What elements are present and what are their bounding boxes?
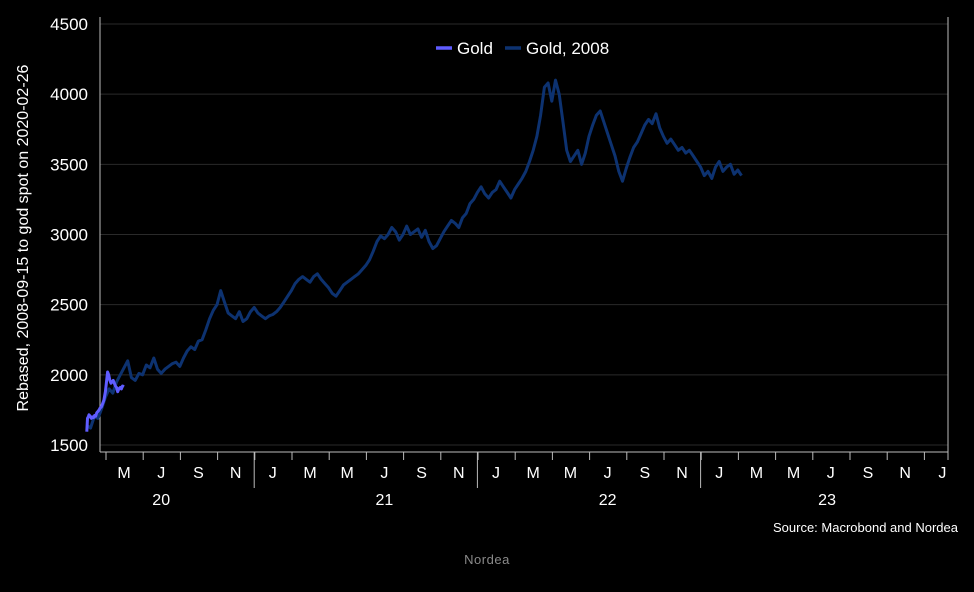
x-tick-label: S [863, 465, 874, 482]
x-tick-label: S [193, 465, 204, 482]
x-year-label: 22 [599, 492, 617, 509]
y-tick-label: 1500 [50, 436, 88, 455]
x-tick-label: M [341, 465, 354, 482]
y-axis-label: Rebased, 2008-09-15 to god spot on 2020-… [15, 64, 32, 411]
x-tick-label: J [492, 465, 500, 482]
y-tick-label: 3000 [50, 226, 88, 245]
x-tick-label: M [564, 465, 577, 482]
x-year-label: 23 [818, 492, 836, 509]
series-layer [85, 78, 743, 432]
x-tick-label: J [938, 465, 946, 482]
x-tick-label: J [380, 465, 388, 482]
legend-label: Gold, 2008 [526, 39, 609, 58]
x-tick-label: M [303, 465, 316, 482]
y-tick-label: 3500 [50, 155, 88, 174]
series-line-gold-2008 [85, 78, 743, 430]
legend: Gold Gold, 2008 [436, 39, 609, 58]
chart: 1500 2000 2500 3000 3500 4000 4500 M J S N J M M J S N J M… [15, 15, 949, 509]
x-tick-label: S [416, 465, 427, 482]
x-tick-label: J [715, 465, 723, 482]
x-tick-label: M [787, 465, 800, 482]
axis-layer: 1500 2000 2500 3000 3500 4000 4500 M J S N J M M J S N J M… [50, 15, 949, 509]
y-tick-label: 4500 [50, 15, 88, 34]
x-year-label: 21 [376, 492, 394, 509]
x-tick-label: M [527, 465, 540, 482]
legend-label: Gold [457, 39, 493, 58]
x-year-label: 20 [152, 492, 170, 509]
x-tick-label: N [230, 465, 242, 482]
x-tick-label: N [899, 465, 911, 482]
legend-item-gold-2008: Gold, 2008 [505, 39, 609, 58]
series-line-gold [85, 370, 125, 432]
x-tick-label: M [750, 465, 763, 482]
x-tick-label: J [269, 465, 277, 482]
y-tick-label: 4000 [50, 85, 88, 104]
grid-layer [100, 23, 948, 446]
x-tick-label: N [676, 465, 688, 482]
x-tick-label: J [827, 465, 835, 482]
legend-item-gold: Gold [436, 39, 493, 58]
x-tick-label: S [639, 465, 650, 482]
x-tick-label: N [453, 465, 465, 482]
y-tick-label: 2000 [50, 366, 88, 385]
x-tick-label: J [157, 465, 165, 482]
footer-brand: Nordea [464, 552, 510, 567]
x-tick-label: M [117, 465, 130, 482]
y-tick-label: 2500 [50, 296, 88, 315]
source-note: Source: Macrobond and Nordea [772, 520, 958, 535]
x-tick-label: J [604, 465, 612, 482]
